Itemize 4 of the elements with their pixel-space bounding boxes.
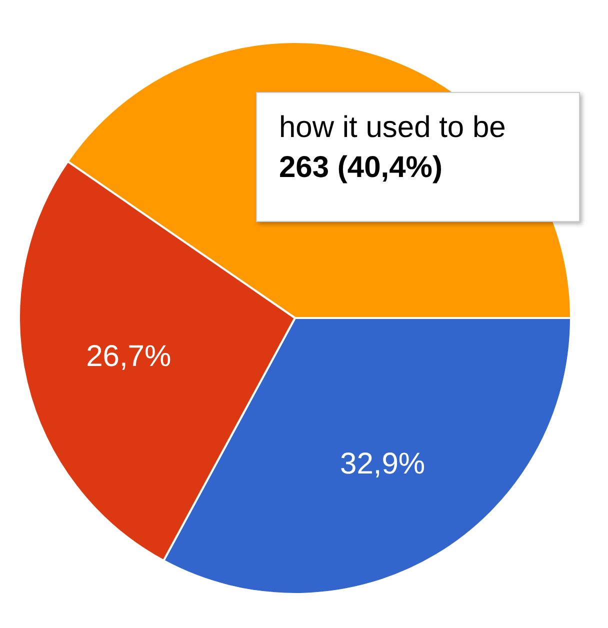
data-label: 263 (40,4%) [279,151,444,185]
data-label: 26,7% [86,340,172,374]
slice-label: how it used to be [279,111,507,145]
data-label: 32,9% [340,447,426,480]
